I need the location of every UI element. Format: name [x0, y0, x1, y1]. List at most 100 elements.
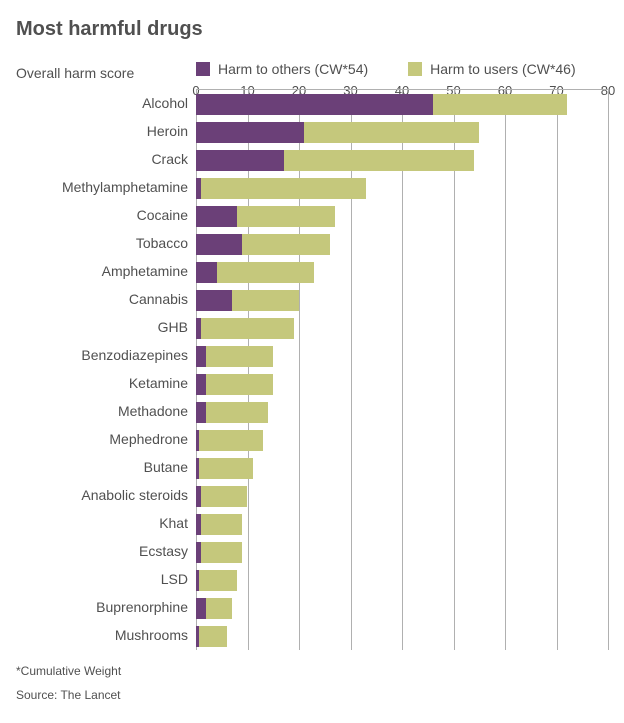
legend-label-2: Harm to users (CW*46)	[430, 61, 575, 77]
bar-segment-harm-others	[196, 374, 206, 395]
category-label: Buprenorphine	[16, 593, 196, 621]
category-label: Anabolic steroids	[16, 481, 196, 509]
bar-segment-harm-users	[199, 626, 227, 647]
bar-row	[196, 90, 608, 118]
bar-segment-harm-users	[199, 570, 238, 591]
category-label: Methylamphetamine	[16, 173, 196, 201]
bar-stack	[196, 290, 299, 311]
bar-stack	[196, 458, 253, 479]
bar-stack	[196, 94, 567, 115]
bar-segment-harm-others	[196, 402, 206, 423]
bar-stack	[196, 346, 273, 367]
bar-row	[196, 314, 608, 342]
bar-segment-harm-others	[196, 598, 206, 619]
bar-row	[196, 370, 608, 398]
chart-title: Most harmful drugs	[16, 18, 608, 41]
category-label: Heroin	[16, 117, 196, 145]
chart-body: AlcoholHeroinCrackMethylamphetamineCocai…	[16, 89, 608, 650]
bar-segment-harm-users	[199, 430, 263, 451]
category-label: Khat	[16, 509, 196, 537]
bar-stack	[196, 514, 242, 535]
bar-row	[196, 174, 608, 202]
bars-layer	[196, 90, 608, 650]
bar-segment-harm-users	[242, 234, 330, 255]
category-label: Cannabis	[16, 285, 196, 313]
category-label: Amphetamine	[16, 257, 196, 285]
header-row: Overall harm score Harm to others (CW*54…	[16, 61, 608, 83]
legend-label-1: Harm to others (CW*54)	[218, 61, 368, 77]
category-label: Mushrooms	[16, 621, 196, 649]
bar-segment-harm-others	[196, 150, 284, 171]
axis-subtitle: Overall harm score	[16, 65, 196, 83]
bar-segment-harm-users	[237, 206, 335, 227]
bar-segment-harm-users	[217, 262, 315, 283]
bar-segment-harm-others	[196, 262, 217, 283]
bar-stack	[196, 374, 273, 395]
bar-row	[196, 482, 608, 510]
legend-swatch-2	[408, 62, 422, 76]
bar-row	[196, 258, 608, 286]
bar-segment-harm-others	[196, 206, 237, 227]
chart-container: Most harmful drugs Overall harm score Ha…	[0, 0, 624, 716]
bar-row	[196, 118, 608, 146]
bar-stack	[196, 430, 263, 451]
bar-row	[196, 146, 608, 174]
bar-segment-harm-users	[201, 514, 242, 535]
bar-stack	[196, 122, 479, 143]
bar-stack	[196, 598, 232, 619]
bar-segment-harm-others	[196, 122, 304, 143]
category-label: Methadone	[16, 397, 196, 425]
bar-segment-harm-users	[304, 122, 479, 143]
bar-segment-harm-others	[196, 346, 206, 367]
bar-row	[196, 286, 608, 314]
legend-item-harm-users: Harm to users (CW*46)	[408, 61, 575, 77]
gridline	[608, 90, 609, 650]
category-label: Benzodiazepines	[16, 341, 196, 369]
bar-segment-harm-users	[232, 290, 299, 311]
bar-stack	[196, 626, 227, 647]
category-label: Tobacco	[16, 229, 196, 257]
category-label: Cocaine	[16, 201, 196, 229]
bar-segment-harm-users	[201, 178, 366, 199]
bar-segment-harm-users	[206, 598, 232, 619]
legend-and-axis: Harm to others (CW*54) Harm to users (CW…	[196, 61, 608, 83]
bar-stack	[196, 402, 268, 423]
bar-segment-harm-others	[196, 94, 433, 115]
footnote: *Cumulative Weight	[16, 664, 608, 678]
bar-segment-harm-users	[201, 542, 242, 563]
bar-row	[196, 622, 608, 650]
plot-area	[196, 89, 608, 650]
bar-row	[196, 230, 608, 258]
bar-stack	[196, 542, 242, 563]
bar-stack	[196, 178, 366, 199]
bar-segment-harm-users	[201, 486, 247, 507]
bar-stack	[196, 318, 294, 339]
bar-row	[196, 426, 608, 454]
bar-row	[196, 398, 608, 426]
bar-segment-harm-users	[206, 374, 273, 395]
bar-row	[196, 510, 608, 538]
bar-stack	[196, 570, 237, 591]
legend-swatch-1	[196, 62, 210, 76]
category-label: Ecstasy	[16, 537, 196, 565]
bar-row	[196, 566, 608, 594]
bar-segment-harm-users	[206, 402, 268, 423]
bar-stack	[196, 234, 330, 255]
category-label: Ketamine	[16, 369, 196, 397]
bar-segment-harm-users	[199, 458, 253, 479]
bar-segment-harm-users	[206, 346, 273, 367]
source-line: Source: The Lancet	[16, 688, 608, 702]
bar-row	[196, 538, 608, 566]
bar-stack	[196, 262, 314, 283]
bar-stack	[196, 206, 335, 227]
bar-stack	[196, 150, 474, 171]
bar-stack	[196, 486, 248, 507]
bar-row	[196, 202, 608, 230]
bar-segment-harm-users	[433, 94, 567, 115]
bar-segment-harm-users	[201, 318, 294, 339]
bar-row	[196, 342, 608, 370]
legend-item-harm-others: Harm to others (CW*54)	[196, 61, 368, 77]
category-label: Butane	[16, 453, 196, 481]
bar-row	[196, 454, 608, 482]
category-labels-column: AlcoholHeroinCrackMethylamphetamineCocai…	[16, 89, 196, 650]
